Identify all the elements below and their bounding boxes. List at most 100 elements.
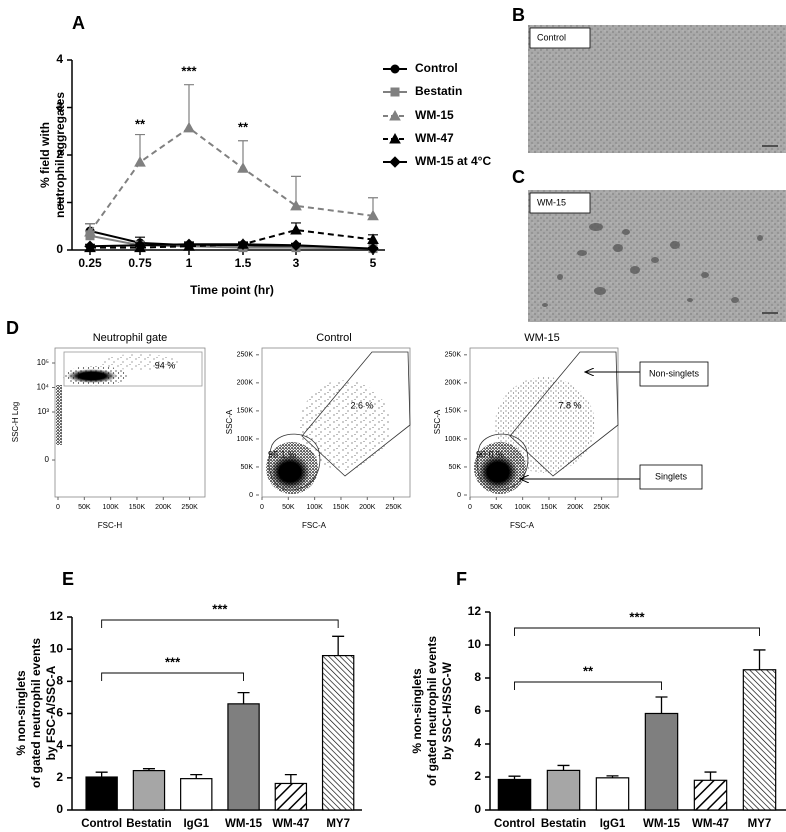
- label-box: [529, 27, 591, 49]
- x-tick-label: 150K: [541, 504, 558, 511]
- y-tick-label: 0: [45, 455, 50, 464]
- legend-marker: [390, 64, 400, 74]
- bar: [742, 669, 777, 811]
- significance-bracket: [101, 672, 244, 681]
- x-tick-label: 200K: [155, 504, 172, 511]
- error-bar: [190, 773, 203, 779]
- error-bar: [704, 771, 717, 781]
- error-bar: [655, 696, 668, 714]
- marker: [134, 156, 146, 167]
- y-tick-label: 2: [474, 769, 481, 783]
- x-tick-label: MY7: [326, 818, 350, 830]
- y-axis-label: by FSC-A/SSC-A: [44, 665, 58, 760]
- x-tick-label: 250K: [593, 504, 610, 511]
- y-tick-label: 10⁵: [37, 358, 49, 367]
- x-tick-label: WM-15: [225, 818, 263, 830]
- legend-label: WM-15 at 4°C: [415, 154, 491, 168]
- x-tick-label: WM-47: [272, 818, 309, 830]
- x-tick-label: 0.75: [128, 256, 152, 270]
- bar: [546, 769, 581, 811]
- significance-label: ***: [181, 63, 197, 78]
- x-tick-label: WM-47: [692, 818, 729, 830]
- bar: [644, 712, 679, 811]
- error-bar: [184, 84, 194, 128]
- bar: [132, 769, 166, 811]
- y-tick-label: 4: [474, 736, 481, 750]
- y-axis-label: of gated neutrophil events: [29, 638, 43, 788]
- significance-bracket: [514, 681, 662, 690]
- series-line: [89, 243, 374, 250]
- y-tick-label: 8: [56, 674, 63, 688]
- significance-bracket: [514, 627, 760, 636]
- series-line: [89, 126, 374, 233]
- x-tick-label: Bestatin: [541, 818, 586, 830]
- legend-label: WM-15: [415, 108, 454, 122]
- flow-plot-3-art: [469, 347, 619, 498]
- x-tick-label: IgG1: [600, 818, 626, 830]
- error-bar: [557, 764, 570, 771]
- y-tick-label: 10: [468, 637, 482, 651]
- marker: [290, 224, 302, 235]
- x-tick-label: 100K: [514, 504, 531, 511]
- marker: [367, 209, 379, 221]
- marker: [237, 162, 249, 173]
- y-tick-label: 4: [56, 738, 63, 752]
- x-tick-label: 250K: [181, 504, 198, 511]
- y-tick-label: 0: [56, 802, 63, 816]
- x-tick-label: MY7: [748, 818, 772, 830]
- error-bar: [332, 635, 345, 656]
- x-tick-label: 50K: [78, 504, 91, 511]
- label-box: [529, 192, 591, 214]
- series-line: [90, 229, 374, 249]
- x-tick-label: 150K: [333, 504, 350, 511]
- y-axis-label: by SSC-H/SSC-W: [440, 661, 454, 760]
- x-tick-label: 200K: [359, 504, 376, 511]
- x-tick-label: 250K: [385, 504, 402, 511]
- y-axis-label: % field with: [38, 122, 52, 188]
- x-tick-label: 100K: [306, 504, 323, 511]
- y-tick-label: 3: [56, 100, 63, 114]
- marker: [84, 240, 96, 252]
- bar: [85, 776, 118, 811]
- panel-letter: C: [512, 167, 525, 187]
- y-axis-label: % non-singlets: [410, 668, 424, 754]
- marker: [367, 242, 379, 255]
- panel-letter: F: [456, 569, 467, 589]
- x-tick-label: 5: [370, 256, 377, 270]
- bar: [274, 782, 308, 811]
- gate-percentage: 94 %: [155, 360, 176, 370]
- y-tick-label: 6: [474, 703, 481, 717]
- bar: [595, 777, 630, 811]
- series-line: [89, 234, 374, 250]
- significance-label: **: [583, 663, 594, 678]
- x-tick-label: 100K: [102, 504, 119, 511]
- y-axis-label: SSC-A: [433, 409, 442, 434]
- y-axis-label: SSC-A: [225, 409, 234, 434]
- gate-percentage: 96.1 %: [268, 449, 296, 459]
- flow-title: Neutrophil gate: [93, 332, 168, 344]
- significance-label: ***: [629, 609, 645, 624]
- y-tick-label: 100K: [445, 436, 462, 443]
- y-tick-label: 0: [457, 492, 461, 499]
- y-tick-label: 50K: [449, 464, 462, 471]
- x-tick-label: 1: [186, 256, 193, 270]
- x-axis-label: FSC-H: [98, 521, 123, 530]
- y-tick-label: 100K: [237, 436, 254, 443]
- x-axis-label: FSC-A: [302, 521, 327, 530]
- gate-percentage: 2.6 %: [350, 400, 373, 410]
- panel-letter: E: [62, 569, 74, 589]
- x-tick-label: 50K: [490, 504, 503, 511]
- legend-marker: [389, 132, 401, 144]
- flow-plot-2-art: [261, 347, 411, 498]
- y-axis-label: SSC-H Log: [11, 402, 20, 442]
- y-tick-label: 4: [56, 52, 63, 66]
- micrograph-label: Control: [537, 32, 566, 42]
- legend-marker: [389, 109, 401, 121]
- y-tick-label: 10: [50, 641, 64, 655]
- marker: [84, 225, 96, 237]
- x-tick-label: 0: [468, 504, 472, 511]
- y-tick-label: 0: [474, 802, 481, 816]
- flow-title: WM-15: [524, 332, 559, 344]
